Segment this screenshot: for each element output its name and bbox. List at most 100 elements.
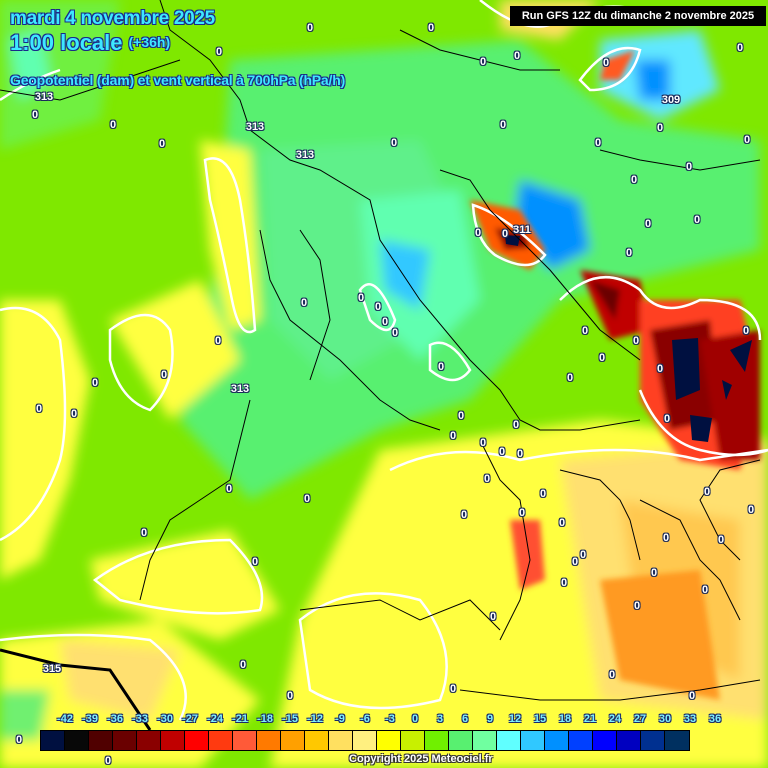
zero-contour-label: 0 xyxy=(513,50,521,62)
colorbar-tick-label: 6 xyxy=(461,713,469,725)
colorbar-cell xyxy=(161,731,185,750)
colorbar-cell xyxy=(497,731,521,750)
colorbar-tick-label: 24 xyxy=(608,713,622,725)
zero-contour-label: 0 xyxy=(581,325,589,337)
colorbar-tick-label: -42 xyxy=(57,713,73,725)
zero-contour-label: 0 xyxy=(91,377,99,389)
colorbar-cell xyxy=(185,731,209,750)
parameter-title: Geopotentiel (dam) et vent vertical à 70… xyxy=(10,72,346,88)
zero-contour-label: 0 xyxy=(457,410,465,422)
colorbar-cell xyxy=(65,731,89,750)
zero-contour-label: 0 xyxy=(747,504,755,516)
colorbar-cell xyxy=(257,731,281,750)
geopotential-label: 313 xyxy=(245,121,265,133)
zero-contour-label: 0 xyxy=(566,372,574,384)
colorbar-tick-label: -21 xyxy=(232,713,248,725)
colorbar-tick-label: 27 xyxy=(633,713,647,725)
colorbar-cell xyxy=(425,731,449,750)
zero-contour-label: 0 xyxy=(743,134,751,146)
colorbar-cell xyxy=(209,731,233,750)
colorbar-tick-label: 3 xyxy=(436,713,444,725)
zero-contour-label: 0 xyxy=(501,228,509,240)
zero-contour-label: 0 xyxy=(598,352,606,364)
zero-contour-label: 0 xyxy=(736,42,744,54)
forecast-date: mardi 4 novembre 2025 xyxy=(10,8,215,29)
forecast-time: 1:00 locale (+36h) xyxy=(10,30,170,56)
zero-contour-label: 0 xyxy=(160,369,168,381)
colorbar-tick-label: 9 xyxy=(486,713,494,725)
zero-contour-label: 0 xyxy=(499,119,507,131)
zero-contour-label: 0 xyxy=(104,755,112,767)
colorbar-tick-label: -24 xyxy=(207,713,223,725)
zero-contour-label: 0 xyxy=(498,446,506,458)
colorbar-cell xyxy=(113,731,137,750)
model-run-banner: Run GFS 12Z du dimanche 2 novembre 2025 xyxy=(510,6,766,26)
zero-contour-label: 0 xyxy=(391,327,399,339)
zero-contour-label: 0 xyxy=(479,437,487,449)
zero-contour-label: 0 xyxy=(449,683,457,695)
colorbar-cell xyxy=(617,731,641,750)
zero-contour-label: 0 xyxy=(437,361,445,373)
zero-contour-label: 0 xyxy=(15,734,23,746)
colorbar-tick-label: -9 xyxy=(335,713,345,725)
colorbar-cell xyxy=(521,731,545,750)
colorbar-cell xyxy=(89,731,113,750)
zero-contour-label: 0 xyxy=(662,532,670,544)
zero-contour-label: 0 xyxy=(516,448,524,460)
colorbar-cell xyxy=(473,731,497,750)
colorbar-tick-label: -33 xyxy=(132,713,148,725)
zero-contour-label: 0 xyxy=(158,138,166,150)
coastlines xyxy=(0,0,761,701)
colorbar-cell xyxy=(281,731,305,750)
deep-cells xyxy=(505,235,752,442)
colorbar-cell xyxy=(377,731,401,750)
colorbar-cell xyxy=(569,731,593,750)
zero-contour-label: 0 xyxy=(35,403,43,415)
zero-contour-label: 0 xyxy=(650,567,658,579)
coastline-south xyxy=(0,648,152,731)
colorbar-tick-label: 33 xyxy=(683,713,697,725)
colorbar-cell xyxy=(449,731,473,750)
forecast-lead-time: (+36h) xyxy=(128,34,171,50)
zero-contour-label: 0 xyxy=(303,493,311,505)
zero-contour-label: 0 xyxy=(663,413,671,425)
zero-contour-label: 0 xyxy=(427,22,435,34)
zero-contour-label: 0 xyxy=(633,600,641,612)
zero-contour-label: 0 xyxy=(214,335,222,347)
zero-contour-label: 0 xyxy=(693,214,701,226)
geopotential-label: 313 xyxy=(295,149,315,161)
colorbar-cell xyxy=(233,731,257,750)
zero-contour-label: 0 xyxy=(701,584,709,596)
colorbar-tick-label: 36 xyxy=(708,713,722,725)
zero-contour-label: 0 xyxy=(560,577,568,589)
colorbar-tick-label: 12 xyxy=(508,713,522,725)
colorbar-tick-label: -15 xyxy=(282,713,298,725)
zero-contour-label: 0 xyxy=(688,690,696,702)
geopotential-label: 315 xyxy=(42,663,62,675)
zero-contour-label: 0 xyxy=(579,549,587,561)
zero-contour-label: 0 xyxy=(630,174,638,186)
zero-contours xyxy=(0,0,768,721)
zero-contour-label: 0 xyxy=(539,488,547,500)
zero-contour-label: 0 xyxy=(512,419,520,431)
zero-contour-label: 0 xyxy=(390,137,398,149)
zero-contour-label: 0 xyxy=(306,22,314,34)
colorbar-cell xyxy=(353,731,377,750)
colorbar-tick-label: -3 xyxy=(385,713,395,725)
zero-contour-label: 0 xyxy=(357,292,365,304)
zero-contour-label: 0 xyxy=(225,483,233,495)
colorbar-cell xyxy=(305,731,329,750)
zero-contour-label: 0 xyxy=(632,335,640,347)
zero-contour-label: 0 xyxy=(602,57,610,69)
zero-contour-label: 0 xyxy=(70,408,78,420)
zero-contour-label: 0 xyxy=(717,534,725,546)
copyright-text: Copyright 2025 Meteociel.fr xyxy=(349,753,493,765)
colorbar-tick-label: 15 xyxy=(533,713,547,725)
colorbar-cell xyxy=(41,731,65,750)
geopotential-label: 311 xyxy=(513,224,531,236)
geopotential-label: 309 xyxy=(661,94,681,106)
zero-contour-label: 0 xyxy=(571,556,579,568)
zero-contour-label: 0 xyxy=(140,527,148,539)
colorbar-tick-label: 30 xyxy=(658,713,672,725)
colorbar-cell xyxy=(329,731,353,750)
